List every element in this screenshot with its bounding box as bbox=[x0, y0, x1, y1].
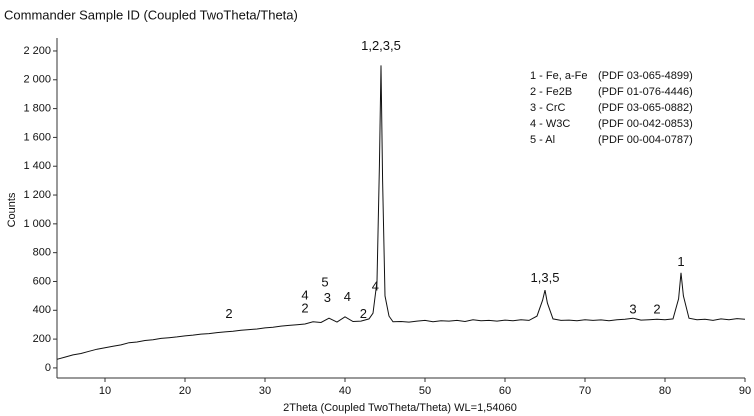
peak-annotation: 3 bbox=[324, 290, 331, 305]
x-tick-label: 10 bbox=[99, 385, 111, 397]
peak-annotation: 4 bbox=[301, 287, 308, 302]
peak-annotation: 2 bbox=[653, 302, 660, 317]
legend-pdf: (PDF 03-065-4899) bbox=[598, 70, 693, 82]
y-tick-label: 1 200 bbox=[23, 189, 51, 201]
legend-phase: 2 - Fe2B bbox=[530, 86, 572, 98]
peak-annotation: 2 bbox=[360, 306, 367, 321]
x-tick-label: 20 bbox=[179, 385, 191, 397]
x-tick-label: 40 bbox=[339, 385, 351, 397]
y-tick-label: 600 bbox=[33, 275, 51, 287]
peak-annotation: 2 bbox=[301, 300, 308, 315]
x-tick-label: 50 bbox=[419, 385, 431, 397]
diffraction-line bbox=[56, 65, 746, 360]
peak-annotation: 1 bbox=[677, 254, 684, 269]
legend-phase: 3 - CrC bbox=[530, 102, 566, 114]
x-tick-label: 70 bbox=[579, 385, 591, 397]
y-tick-label: 200 bbox=[33, 333, 51, 345]
y-tick-label: 1 400 bbox=[23, 160, 51, 172]
x-tick-label: 60 bbox=[499, 385, 511, 397]
legend-phase: 5 - Al bbox=[530, 134, 555, 146]
y-tick-label: 1 800 bbox=[23, 102, 51, 114]
x-axis-label: 2Theta (Coupled TwoTheta/Theta) WL=1,540… bbox=[283, 402, 517, 414]
y-axis-label: Counts bbox=[6, 192, 18, 227]
y-tick-label: 400 bbox=[33, 304, 51, 316]
x-tick-label: 80 bbox=[659, 385, 671, 397]
x-tick-label: 30 bbox=[259, 385, 271, 397]
y-tick-label: 2 200 bbox=[23, 45, 51, 57]
peak-annotation: 4 bbox=[344, 289, 351, 304]
legend-pdf: (PDF 00-042-0853) bbox=[598, 118, 693, 130]
peak-annotation: 1,3,5 bbox=[531, 270, 560, 285]
legend-phase: 1 - Fe, a-Fe bbox=[530, 70, 587, 82]
peak-annotation: 4 bbox=[372, 279, 379, 294]
x-tick-label: 90 bbox=[739, 385, 751, 397]
legend-phase: 4 - W3C bbox=[530, 118, 570, 130]
peak-annotation: 5 bbox=[321, 274, 328, 289]
y-tick-label: 1 000 bbox=[23, 218, 51, 230]
peak-annotation: 3 bbox=[629, 302, 636, 317]
legend-pdf: (PDF 01-076-4446) bbox=[598, 86, 693, 98]
legend-pdf: (PDF 03-065-0882) bbox=[598, 102, 693, 114]
y-tick-label: 800 bbox=[33, 247, 51, 259]
peak-annotation: 1,2,3,5 bbox=[361, 38, 401, 53]
legend-pdf: (PDF 00-004-0787) bbox=[598, 134, 693, 146]
y-tick-label: 1 600 bbox=[23, 131, 51, 143]
peak-annotation: 2 bbox=[225, 306, 232, 321]
y-tick-label: 2 000 bbox=[23, 74, 51, 86]
y-tick-label: 0 bbox=[45, 362, 51, 374]
chart-title: Commander Sample ID (Coupled TwoTheta/Th… bbox=[4, 7, 298, 22]
